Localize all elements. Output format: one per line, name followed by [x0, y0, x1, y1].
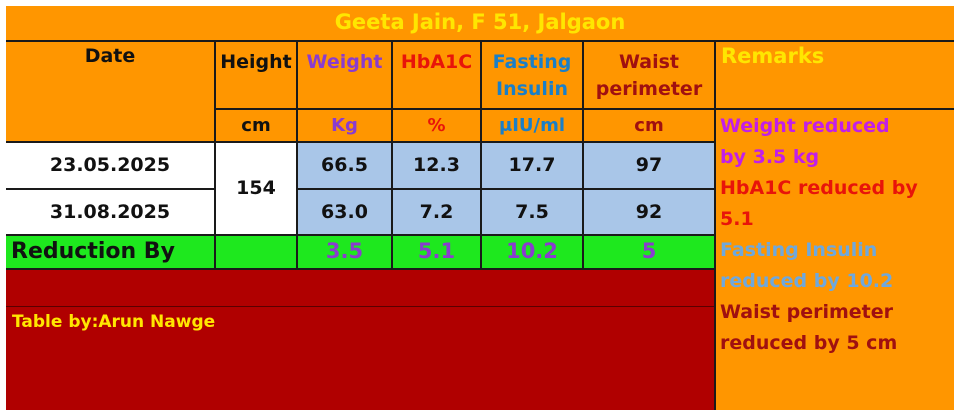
unit-waist: cm — [634, 114, 664, 136]
remark-hba1c-line-2: 5.1 — [720, 208, 754, 230]
header-date: Date — [84, 44, 136, 67]
remark-fasting-insulin: Fasting Insulin reduced by 10.2 — [720, 235, 952, 297]
remark-weight: Weight reduced by 3.5 kg — [720, 111, 952, 173]
column-border-6 — [714, 40, 716, 410]
page-title: Geeta Jain, F 51, Jalgaon — [334, 10, 626, 35]
reduction-fasting-insulin: 10.2 — [506, 239, 558, 264]
remark-waist: Waist perimeter reduced by 5 cm — [720, 297, 952, 359]
column-border-3 — [391, 40, 393, 269]
column-border-1 — [214, 40, 216, 269]
remark-hba1c: HbA1C reduced by 5.1 — [720, 173, 952, 235]
header-fasting-insulin-line-2: Insulin — [496, 78, 568, 100]
remark-weight-line-2: by 3.5 kg — [720, 146, 820, 168]
row-1-bottom-border-values — [297, 188, 715, 190]
row-2-waist: 92 — [635, 200, 663, 223]
row-2-date-cell — [6, 189, 215, 235]
unit-weight: Kg — [331, 114, 358, 136]
reduction-waist: 5 — [641, 239, 657, 264]
units-bottom-border — [6, 141, 715, 143]
row-1-bottom-border-date — [6, 188, 215, 190]
remark-waist-line-1: Waist perimeter — [720, 301, 894, 323]
reduction-weight: 3.5 — [325, 239, 364, 264]
header-weight: Weight — [306, 50, 383, 73]
unit-height: cm — [241, 114, 271, 136]
header-waist-line-1: Waist — [618, 51, 679, 74]
reduction-row-background — [6, 235, 715, 269]
column-border-5 — [582, 40, 584, 269]
reduction-label: Reduction By — [11, 239, 175, 264]
header-waist-line-2: perimeter — [595, 78, 703, 100]
row-2-bottom-border — [6, 234, 715, 236]
header-fasting-insulin: Fasting Insulin — [482, 46, 582, 106]
remark-waist-line-2: reduced by 5 cm — [720, 332, 898, 354]
remark-fasting-insulin-line-1: Fasting Insulin — [720, 239, 878, 261]
reduction-bottom-border — [6, 268, 715, 270]
row-1-date: 23.05.2025 — [49, 154, 171, 177]
column-border-2 — [296, 40, 298, 269]
row-1-hba1c: 12.3 — [413, 154, 460, 177]
remarks-list: Weight reduced by 3.5 kg HbA1C reduced b… — [720, 111, 952, 359]
remark-fasting-insulin-line-2: reduced by 10.2 — [720, 270, 894, 292]
height-merged-cell — [215, 142, 297, 235]
row-1-weight: 66.5 — [321, 154, 368, 177]
row-1-date-cell — [6, 142, 215, 189]
row-2-date: 31.08.2025 — [49, 200, 171, 223]
row-2-hba1c: 7.2 — [419, 200, 454, 223]
row-2-weight: 63.0 — [321, 200, 368, 223]
unit-fasting-insulin: μIU/ml — [498, 114, 566, 136]
header-bottom-border — [215, 108, 954, 110]
header-height: Height — [220, 50, 292, 73]
unit-hba1c: % — [427, 114, 446, 136]
remark-hba1c-line-1: HbA1C reduced by — [720, 177, 918, 199]
row-2-fasting-insulin: 7.5 — [515, 200, 549, 223]
header-waist-perimeter: Waist perimeter — [584, 46, 714, 106]
reduction-hba1c: 5.1 — [417, 239, 456, 264]
footer-block — [6, 269, 715, 410]
column-border-4 — [480, 40, 482, 269]
row-1-fasting-insulin: 17.7 — [508, 154, 556, 177]
header-remarks: Remarks — [721, 44, 825, 68]
header-fasting-insulin-line-1: Fasting — [492, 51, 572, 74]
table-credit: Table by:Arun Nawge — [12, 312, 216, 332]
header-hba1c: HbA1C — [400, 50, 473, 73]
remark-weight-line-1: Weight reduced — [720, 115, 890, 137]
height-value: 154 — [236, 177, 276, 200]
footer-inner-border — [6, 306, 715, 307]
row-1-waist: 97 — [635, 154, 663, 177]
